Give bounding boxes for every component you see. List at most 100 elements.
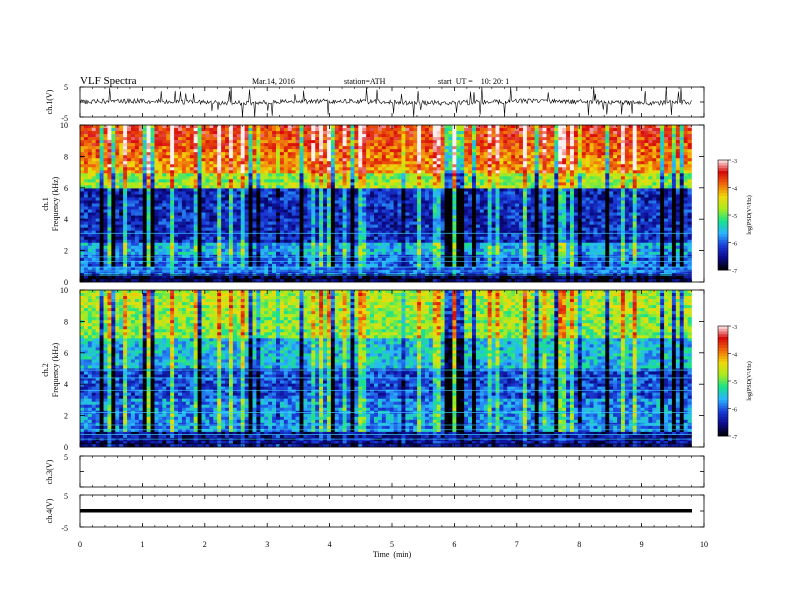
spectrogram-cell [217, 164, 222, 168]
spectrogram-cell [570, 155, 575, 159]
spectrogram-cell [671, 137, 677, 141]
spectrogram-cell [236, 152, 242, 156]
spectrogram-cell [456, 140, 461, 144]
spectrogram-cell [95, 173, 100, 177]
spectrogram-cell [605, 161, 610, 165]
spectrogram-cell [287, 146, 292, 150]
spectrogram-cell [377, 149, 383, 153]
spectrogram-cell [507, 128, 512, 132]
spectrogram-cell [409, 143, 414, 147]
spectrogram-cell [475, 218, 481, 222]
spectrogram-cell [397, 167, 402, 171]
spectrogram-cell [605, 215, 610, 219]
spectrogram-cell [593, 197, 598, 201]
spectrogram-cell [221, 200, 226, 204]
spectrogram-cell [291, 212, 296, 216]
spectrogram-cell [334, 146, 340, 150]
spectrogram-cell [397, 161, 402, 165]
spectrogram-cell [295, 131, 300, 135]
spectrogram-cell [272, 134, 277, 138]
spectrogram-cell [656, 191, 661, 195]
spectrogram-cell [581, 209, 586, 213]
spectrogram-cell [283, 188, 289, 192]
spectrogram-cell [405, 152, 410, 156]
spectrogram-cell [483, 200, 488, 204]
spectrogram-cell [444, 179, 449, 183]
spectrogram-cell [107, 218, 112, 222]
spectrogram-cell [620, 203, 626, 207]
spectrogram-cell [377, 185, 383, 189]
spectrogram-cell [503, 212, 508, 216]
spectrogram-cell [589, 137, 594, 141]
spectrogram-cell [593, 191, 598, 195]
spectrogram-cell [346, 149, 351, 153]
spectrogram-cell [475, 137, 481, 141]
spectrogram-cell [389, 197, 394, 201]
spectrogram-cell [620, 125, 626, 129]
spectrogram-cell [483, 212, 488, 216]
spectrogram-cell [205, 161, 210, 165]
spectrogram-cell [440, 134, 445, 138]
spectrogram-cell [448, 203, 453, 207]
spectrogram-cell [350, 149, 355, 153]
spectrogram-cell [656, 170, 661, 174]
spectrogram-cell [127, 203, 132, 207]
spectrogram-cell [256, 182, 261, 186]
spectrogram-cell [323, 212, 328, 216]
spectrogram-cell [95, 137, 100, 141]
spectrogram-cell [181, 161, 187, 165]
spectrogram-cell [307, 164, 312, 168]
spectrogram-cell [115, 176, 120, 180]
spectrogram-cell [393, 206, 398, 210]
spectrogram-cell [636, 203, 641, 207]
spectrogram-cell [115, 149, 120, 153]
spectrogram-cell [409, 128, 414, 132]
spectrogram-cell [534, 200, 539, 204]
spectrogram-cell [115, 173, 120, 177]
spectrogram-cell [244, 125, 249, 129]
spectrogram-cell [256, 176, 261, 180]
spectrogram-cell [389, 209, 394, 213]
spectrogram-cell [648, 173, 653, 177]
spectrogram-cell [679, 161, 684, 165]
spectrogram-cell [91, 191, 96, 195]
spectrogram-cell [597, 164, 602, 168]
spectrogram-cell [307, 167, 312, 171]
spectrogram-cell [197, 173, 202, 177]
spectrogram-cell [166, 218, 171, 222]
spectrogram-cell [393, 194, 398, 198]
spectrogram-cell [142, 158, 147, 162]
spectrogram-cell [287, 194, 292, 198]
spectrogram-cell [609, 134, 614, 138]
spectrogram-cell [158, 161, 163, 165]
spectrogram-cell [142, 149, 147, 153]
spectrogram-cell [252, 188, 257, 192]
spectrogram-cell [660, 134, 665, 138]
spectrogram-cell [495, 194, 500, 198]
spectrogram-cell [205, 158, 210, 162]
spectrogram-cell [562, 170, 567, 174]
spectrogram-cell [381, 128, 387, 132]
spectrogram-cell [158, 158, 163, 162]
spectrogram-cell [342, 209, 347, 213]
spectrogram-cell [683, 164, 688, 168]
spectrogram-cell [660, 173, 665, 177]
spectrogram-cell [323, 152, 328, 156]
spectrogram-cell [511, 197, 516, 201]
spectrogram-cell [240, 182, 245, 186]
spectrogram-cell [652, 137, 657, 141]
spectrogram-cell [193, 149, 198, 153]
spectrogram-cell [491, 146, 496, 150]
spectrogram-cell [644, 161, 649, 165]
spectrogram-cell [103, 152, 108, 156]
spectrogram-cell [83, 167, 89, 171]
spectrogram-cell [664, 170, 669, 174]
spectrogram-cell [624, 203, 630, 207]
spectrogram-cell [401, 146, 406, 150]
spectrogram-cell [228, 203, 234, 207]
spectrogram-cell [542, 194, 547, 198]
spectrogram-cell [483, 167, 488, 171]
spectrogram-cell [550, 176, 555, 180]
spectrogram-cell [330, 188, 336, 192]
spectrogram-cell [671, 140, 677, 144]
